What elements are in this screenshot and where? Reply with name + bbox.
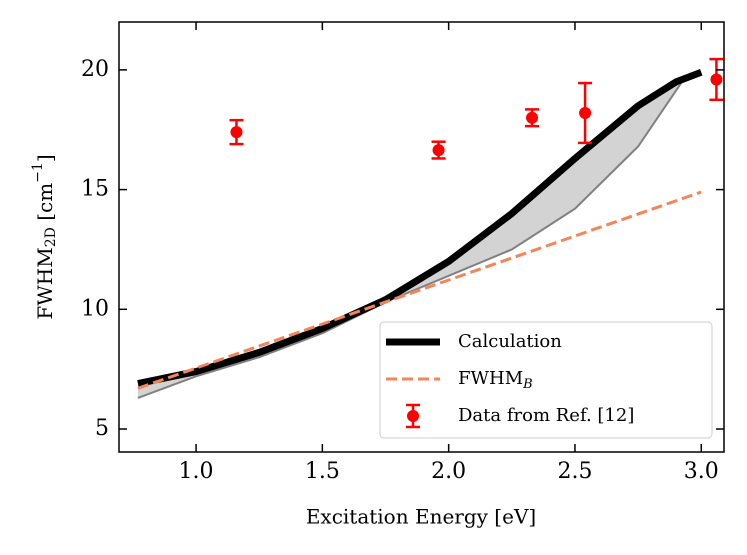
x-tick-label: 1.0 — [179, 459, 214, 484]
x-tick-label: 1.5 — [305, 459, 340, 484]
x-tick-label: 2.5 — [557, 459, 592, 484]
legend-name: FWHM — [458, 368, 523, 389]
legend-name: Calculation — [458, 331, 562, 352]
legend-label: Calculation — [458, 331, 562, 352]
y-label-unit: [cm — [33, 183, 57, 221]
series-line — [137, 190, 702, 390]
y-label-main: FWHM — [33, 247, 57, 319]
y-tick-label: 20 — [81, 57, 109, 82]
y-tick-label: 10 — [81, 296, 109, 321]
plot-frame — [118, 21, 725, 453]
band-edge — [137, 78, 685, 399]
y-label-sub: 2D — [43, 227, 59, 247]
legend-label: Data from Ref. [12] — [458, 405, 634, 426]
legend-name: Data from Ref. [12] — [458, 405, 634, 426]
data-point — [432, 144, 445, 157]
data-point — [710, 73, 723, 86]
x-tick-label: 3.0 — [684, 459, 719, 484]
y-tick-label: 15 — [81, 177, 109, 202]
data-point — [230, 126, 243, 139]
series-line — [137, 69, 703, 387]
y-axis-label: FWHM2D [cm−1] — [30, 154, 59, 319]
x-axis-label: Excitation Energy [eV] — [306, 505, 536, 529]
y-tick-label: 5 — [95, 416, 109, 441]
legend: Calculation FWHMB Data from Ref. [12] — [379, 321, 713, 439]
legend-label: FWHMB — [458, 368, 533, 392]
data-point — [526, 111, 539, 124]
legend-box — [379, 321, 713, 439]
x-tick-label: 2.0 — [431, 459, 466, 484]
y-label-sup: −1 — [30, 162, 46, 183]
data-point — [579, 106, 592, 119]
legend-name-sub: B — [522, 377, 533, 392]
y-label-end: ] — [33, 154, 57, 162]
legend-swatch — [407, 410, 419, 422]
